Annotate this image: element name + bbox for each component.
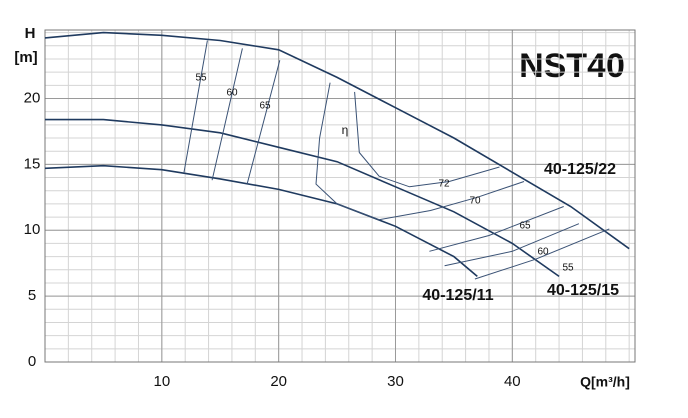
x-tick-label: 30 [387, 373, 404, 390]
curve-label: 40-125/22 [544, 161, 616, 178]
x-axis-label: Q[m³/h] [580, 374, 630, 390]
efficiency-label: 60 [537, 247, 549, 258]
y-tick-label: 20 [24, 89, 41, 106]
pump-curve [45, 118, 560, 278]
x-tick-label: 40 [504, 373, 521, 390]
y-tick-label: 5 [28, 287, 36, 304]
pump-curve [44, 164, 478, 278]
plot-frame [44, 29, 636, 363]
efficiency-symbol: η [342, 123, 349, 137]
efficiency-curve [315, 82, 525, 221]
x-tick-label: 20 [270, 373, 287, 390]
grid [45, 30, 635, 363]
efficiency-curve [246, 60, 564, 252]
efficiency-curve [183, 40, 610, 280]
efficiency-label: 55 [195, 73, 207, 84]
y-axis-label: H [25, 25, 36, 42]
y-tick-label: 10 [24, 221, 41, 238]
curve-label: 40-125/11 [422, 287, 493, 304]
efficiency-label: 55 [562, 263, 574, 274]
efficiency-label: 60 [226, 88, 238, 99]
y-tick-label: 0 [28, 353, 36, 370]
efficiency-label: 72 [438, 179, 450, 190]
efficiency-label: 65 [519, 221, 531, 232]
efficiency-label: 70 [469, 196, 481, 207]
efficiency-curve [211, 48, 580, 267]
pump-curve [44, 31, 630, 250]
chart-title: NST40 [519, 47, 625, 85]
x-tick-label: 10 [153, 373, 170, 390]
curve-label: 40-125/15 [547, 282, 619, 299]
efficiency-label: 65 [259, 101, 271, 112]
efficiency-curve [354, 91, 500, 188]
y-axis-unit: [m] [14, 49, 37, 66]
y-tick-label: 15 [24, 155, 41, 172]
